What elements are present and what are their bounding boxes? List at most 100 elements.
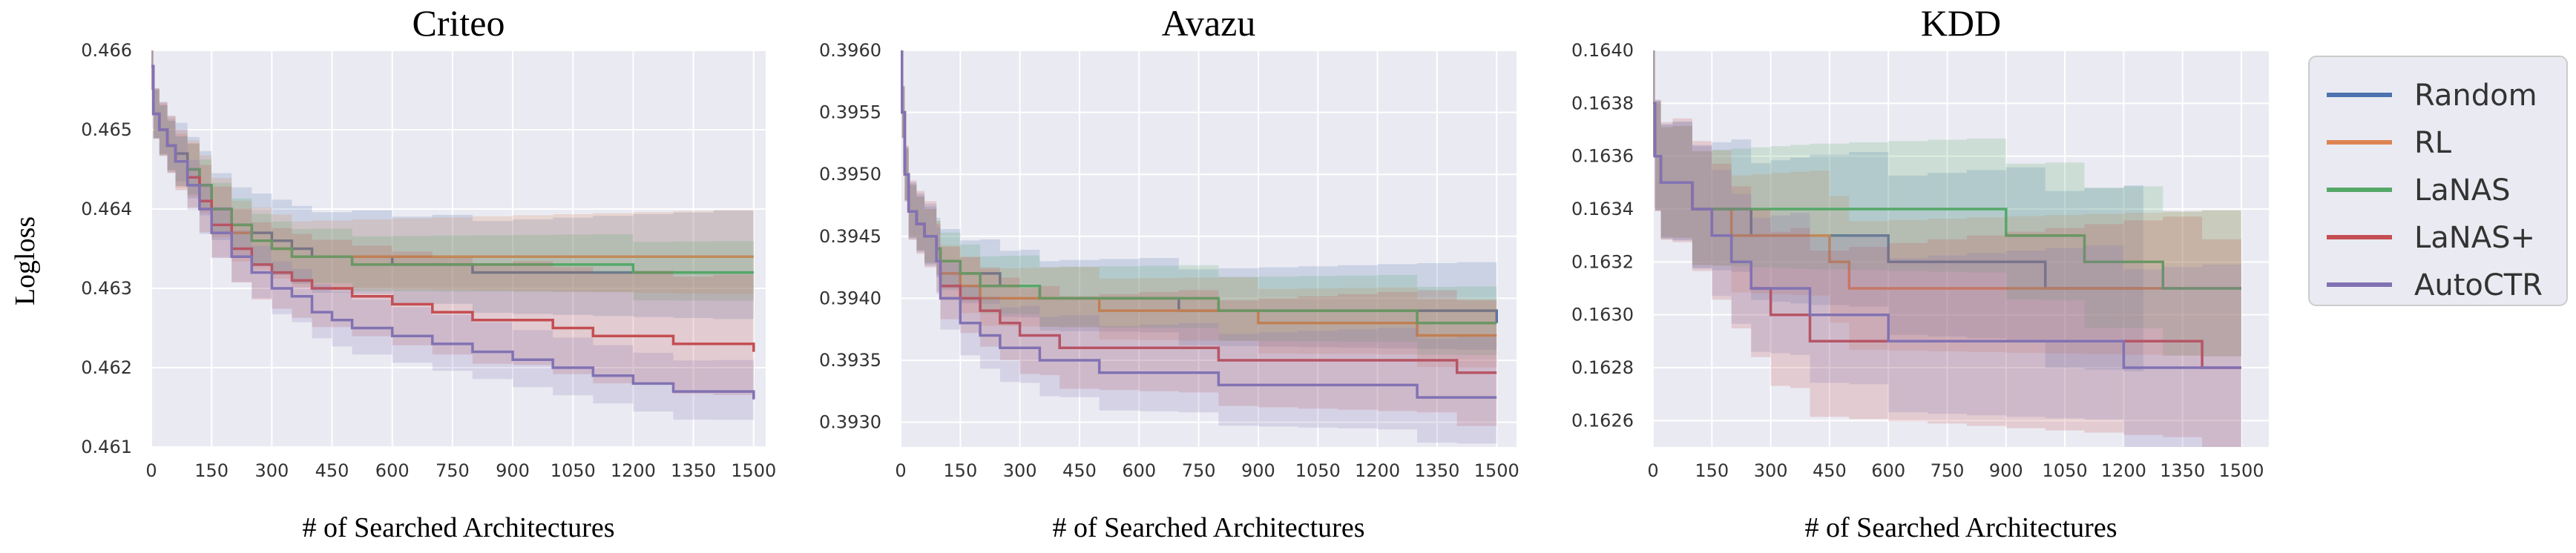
legend-entry: Random bbox=[2327, 79, 2537, 113]
y-tick-label: 0.466 bbox=[81, 40, 132, 61]
y-tick-label: 0.463 bbox=[81, 278, 132, 299]
x-tick-label: 1200 bbox=[611, 460, 656, 481]
band-lanas bbox=[901, 50, 1497, 356]
x-tick-label: 300 bbox=[1003, 460, 1037, 481]
y-tick-label: 0.3935 bbox=[819, 350, 881, 371]
x-tick-label: 900 bbox=[496, 460, 530, 481]
band-autoctr bbox=[1653, 50, 2241, 447]
y-tick-label: 0.3940 bbox=[819, 288, 881, 308]
panel-title: Avazu bbox=[1162, 2, 1256, 44]
x-tick-label: 300 bbox=[254, 460, 289, 481]
y-tick-label: 0.1636 bbox=[1571, 146, 1634, 167]
band-random bbox=[151, 50, 754, 320]
x-tick-label: 1500 bbox=[731, 460, 776, 481]
series-group bbox=[151, 50, 755, 428]
y-tick-label: 0.3950 bbox=[819, 164, 881, 185]
band-random bbox=[1653, 50, 2143, 374]
legend-entry: LaNAS bbox=[2327, 173, 2510, 208]
panel-criteo: 0 150 300 450 600 750 900 1050 1200 1350 1500 0.461… bbox=[81, 2, 776, 543]
x-tick-label: 900 bbox=[1241, 460, 1275, 481]
x-tick-label: 450 bbox=[1813, 460, 1847, 481]
y-tick-label: 0.3930 bbox=[819, 412, 881, 433]
x-tick-label: 1500 bbox=[2218, 460, 2264, 481]
legend-entry: RL bbox=[2327, 126, 2452, 160]
x-tick-label: 1200 bbox=[1355, 460, 1400, 481]
x-tick-label: 0 bbox=[1647, 460, 1658, 481]
x-tick-label: 750 bbox=[1931, 460, 1965, 481]
band-random bbox=[901, 50, 1497, 363]
y-axis-label: Logloss bbox=[10, 216, 41, 305]
x-tick-label: 150 bbox=[194, 460, 229, 481]
x-tick-label: 1350 bbox=[671, 460, 716, 481]
x-tick-label: 450 bbox=[1062, 460, 1097, 481]
panel-avazu: 0 150 300 450 600 750 900 1050 1200 1350 1500 0.393… bbox=[819, 2, 1519, 543]
panel-title: KDD bbox=[1921, 2, 2001, 44]
x-tick-label: 600 bbox=[1122, 460, 1156, 481]
x-tick-label: 150 bbox=[1695, 460, 1729, 481]
x-tick-label: 1050 bbox=[1295, 460, 1341, 481]
x-tick-label: 300 bbox=[1754, 460, 1788, 481]
y-tick-label: 0.1632 bbox=[1571, 251, 1634, 272]
line-autoctr bbox=[1653, 102, 2241, 369]
x-axis-label: # of Searched Architectures bbox=[303, 512, 615, 543]
x-tick-label: 1500 bbox=[1474, 460, 1519, 481]
y-tick-label: 0.462 bbox=[81, 357, 132, 378]
band-rl bbox=[901, 50, 1497, 368]
x-axis-label: # of Searched Architectures bbox=[1053, 512, 1365, 543]
band-lanas-plus bbox=[151, 50, 754, 405]
plot-area bbox=[901, 50, 1517, 447]
y-tick-label: 0.1628 bbox=[1571, 357, 1634, 378]
y-tick-label: 0.1630 bbox=[1571, 305, 1634, 325]
x-tick-label: 600 bbox=[375, 460, 410, 481]
plot-area bbox=[151, 50, 766, 447]
panel-title: Criteo bbox=[413, 2, 505, 44]
panel-kdd: 0 150 300 450 600 750 900 1050 1200 1350 1500 0.162… bbox=[1571, 2, 2269, 543]
band-lanas bbox=[151, 50, 754, 302]
x-tick-label: 1050 bbox=[551, 460, 596, 481]
x-tick-label: 750 bbox=[436, 460, 470, 481]
legend-entry: LaNAS+ bbox=[2327, 221, 2535, 255]
series-group bbox=[901, 50, 1498, 445]
x-tick-label: 600 bbox=[1871, 460, 1905, 481]
x-tick-label: 450 bbox=[315, 460, 349, 481]
x-tick-label: 750 bbox=[1182, 460, 1216, 481]
x-tick-label: 150 bbox=[943, 460, 977, 481]
series-group bbox=[1653, 50, 2241, 447]
x-tick-label: 900 bbox=[1989, 460, 2023, 481]
y-tick-label: 0.461 bbox=[81, 437, 132, 457]
line-autoctr bbox=[151, 64, 755, 400]
x-axis-label: # of Searched Architectures bbox=[1805, 512, 2117, 543]
x-tick-label: 0 bbox=[895, 460, 906, 481]
legend-label: AutoCTR bbox=[2414, 268, 2543, 302]
x-tick-label: 1350 bbox=[1414, 460, 1459, 481]
y-tick-label: 0.464 bbox=[81, 199, 132, 219]
legend-box bbox=[2308, 56, 2568, 306]
legend: Random RL LaNAS LaNAS+ AutoCTR bbox=[2308, 56, 2568, 306]
line-autoctr bbox=[901, 50, 1497, 399]
x-tick-label: 1350 bbox=[2160, 460, 2205, 481]
band-autoctr bbox=[901, 50, 1497, 445]
band-lanas-plus bbox=[1653, 50, 2241, 447]
legend-label: LaNAS bbox=[2414, 173, 2510, 208]
y-tick-label: 0.1626 bbox=[1571, 410, 1634, 431]
y-tick-label: 0.3955 bbox=[819, 102, 881, 123]
legend-label: RL bbox=[2414, 126, 2452, 160]
y-tick-label: 0.3960 bbox=[819, 40, 881, 61]
x-tick-label: 0 bbox=[145, 460, 157, 481]
band-rl bbox=[151, 50, 754, 295]
plot-area bbox=[1653, 50, 2269, 447]
y-tick-label: 0.1634 bbox=[1571, 199, 1634, 219]
panels: 0 150 300 450 600 750 900 1050 1200 1350 15000.461… bbox=[81, 2, 2269, 543]
legend-label: LaNAS+ bbox=[2414, 221, 2535, 255]
legend-entry: AutoCTR bbox=[2327, 268, 2543, 302]
band-lanas-plus bbox=[901, 50, 1497, 428]
y-tick-label: 0.3945 bbox=[819, 226, 881, 247]
y-tick-label: 0.465 bbox=[81, 119, 132, 140]
legend-label: Random bbox=[2414, 79, 2537, 113]
x-tick-label: 1050 bbox=[2043, 460, 2088, 481]
band-lanas bbox=[1653, 50, 2241, 357]
y-tick-label: 0.1638 bbox=[1571, 93, 1634, 113]
y-tick-label: 0.1640 bbox=[1571, 40, 1634, 61]
x-tick-label: 1200 bbox=[2101, 460, 2146, 481]
